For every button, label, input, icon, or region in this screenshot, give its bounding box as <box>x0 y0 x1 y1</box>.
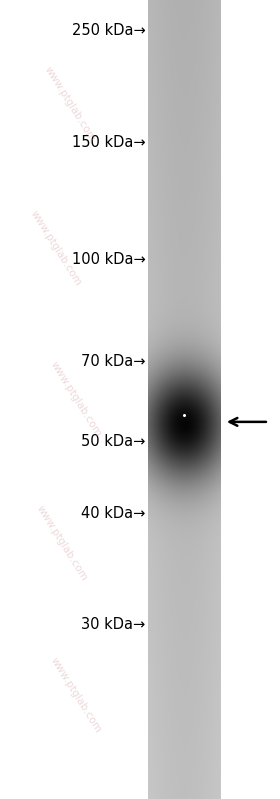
Text: www.ptglab.com: www.ptglab.com <box>48 360 103 439</box>
Text: www.ptglab.com: www.ptglab.com <box>29 209 83 287</box>
Text: 40 kDa→: 40 kDa→ <box>81 507 146 521</box>
Text: 70 kDa→: 70 kDa→ <box>81 355 146 369</box>
Text: 50 kDa→: 50 kDa→ <box>81 434 146 448</box>
Text: www.ptglab.com: www.ptglab.com <box>48 656 103 734</box>
Text: www.ptglab.com: www.ptglab.com <box>34 504 89 582</box>
Text: 100 kDa→: 100 kDa→ <box>72 252 146 267</box>
Text: 250 kDa→: 250 kDa→ <box>72 23 146 38</box>
Text: 150 kDa→: 150 kDa→ <box>72 135 146 149</box>
Text: 30 kDa→: 30 kDa→ <box>81 618 146 632</box>
Text: www.ptglab.com: www.ptglab.com <box>43 65 97 143</box>
